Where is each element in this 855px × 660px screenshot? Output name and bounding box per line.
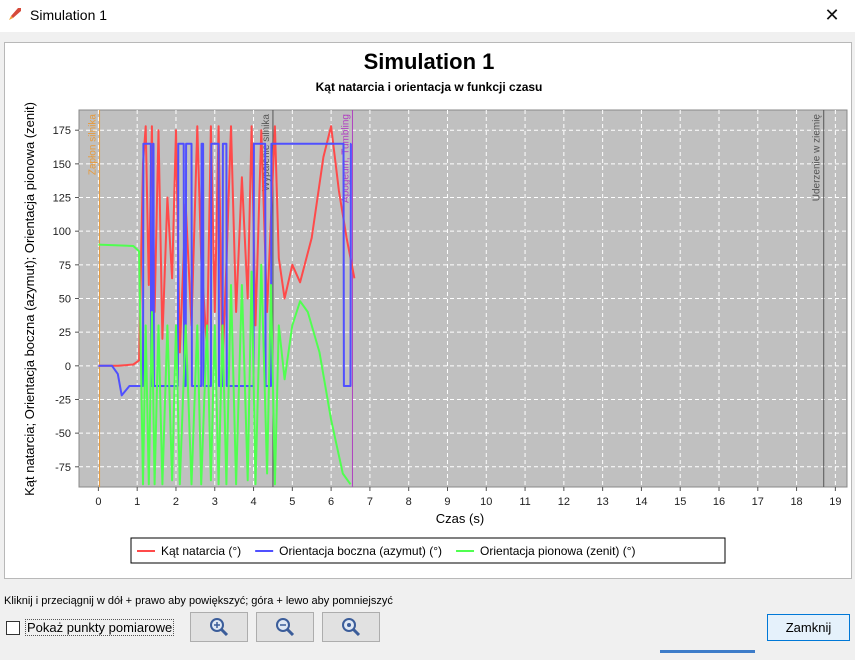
legend-label: Kąt natarcia (°) [161,544,241,558]
x-tick-label: 0 [95,496,101,508]
grid-lines [79,110,847,487]
legend-label: Orientacja boczna (azymut) (°) [279,544,442,558]
y-tick-label: -25 [55,394,71,406]
zoom-reset-button[interactable] [322,612,380,642]
chart-title: Simulation 1 [364,49,495,74]
x-tick-label: 13 [597,496,609,508]
y-tick-label: 100 [53,226,71,238]
event-label: Apogeum, Tumbling [340,114,351,203]
x-tick-label: 4 [250,496,256,508]
x-tick-label: 5 [289,496,295,508]
x-tick-label: 2 [173,496,179,508]
window-title: Simulation 1 [30,7,108,23]
x-tick-label: 3 [212,496,218,508]
zoom-in-icon [210,618,229,637]
y-axis-label: Kąt natarcia; Orientacja boczna (azymut)… [22,102,37,496]
series-lines [98,125,356,486]
checkbox-box[interactable] [6,620,20,635]
chart-subtitle: Kąt natarcia i orientacja w funkcji czas… [316,80,543,94]
legend-box [130,537,726,564]
x-tick-label: 19 [829,496,841,508]
y-axis-ticks: -75 -50 -25 0 25 50 75 100 125 150 175 [53,125,79,474]
x-tick-label: 6 [328,496,334,508]
rocket-icon [9,8,21,20]
x-tick-label: 1 [134,496,140,508]
zoom-reset-icon [342,618,361,637]
y-tick-label: 150 [53,159,71,171]
zoom-in-button[interactable] [190,612,248,642]
show-points-checkbox[interactable]: Pokaż punkty pomiarowe [6,619,175,636]
show-points-label: Pokaż punkty pomiarowe [25,619,175,636]
y-tick-label: 0 [65,361,71,373]
y-tick-label: 50 [59,294,71,306]
x-tick-label: 9 [444,496,450,508]
x-tick-label: 17 [752,496,764,508]
event-label: Zapłon silnika [88,114,99,176]
x-tick-label: 11 [519,496,530,508]
zoom-hint-text: Kliknij i przeciągnij w dół + prawo aby … [4,595,393,607]
x-tick-label: 14 [635,496,647,508]
legend-label: Orientacja pionowa (zenit) (°) [480,544,636,558]
y-tick-label: 125 [53,193,71,205]
window-close-button[interactable]: ✕ [824,4,840,25]
zoom-out-icon [276,618,295,637]
y-tick-label: 75 [59,260,71,272]
y-tick-label: -50 [55,428,71,440]
dialog-content: Simulation 1 Kąt natarcia i orientacja w… [0,32,855,660]
close-button[interactable]: Zamknij [767,614,850,641]
x-axis-ticks: 0 1 2 3 4 5 6 7 8 9 10 11 12 13 14 15 16 17 18 19 [95,487,841,508]
series-line-2 [98,243,352,486]
y-tick-label: 25 [59,327,71,339]
x-tick-label: 12 [558,496,570,508]
legend: Kąt natarcia (°) Orientacja boczna (azymu… [137,544,636,558]
plot-chart[interactable]: Simulation 1 Kąt natarcia i orientacja w… [5,43,853,580]
x-tick-label: 7 [367,496,373,508]
chart-panel[interactable]: Simulation 1 Kąt natarcia i orientacja w… [4,42,852,579]
zoom-out-button[interactable] [256,612,314,642]
x-tick-label: 18 [790,496,802,508]
x-tick-label: 16 [713,496,725,508]
x-axis-label: Czas (s) [436,511,484,526]
event-label: Uderzenie w ziemię [812,114,823,202]
event-label: Wypalenie silnika [261,114,272,192]
window-titlebar: Simulation 1 ✕ [0,0,855,32]
y-tick-label: 175 [53,125,71,137]
x-tick-label: 10 [480,496,492,508]
taskbar-highlight [660,650,755,653]
x-tick-label: 8 [406,496,412,508]
y-tick-label: -75 [55,462,71,474]
x-tick-label: 15 [674,496,686,508]
